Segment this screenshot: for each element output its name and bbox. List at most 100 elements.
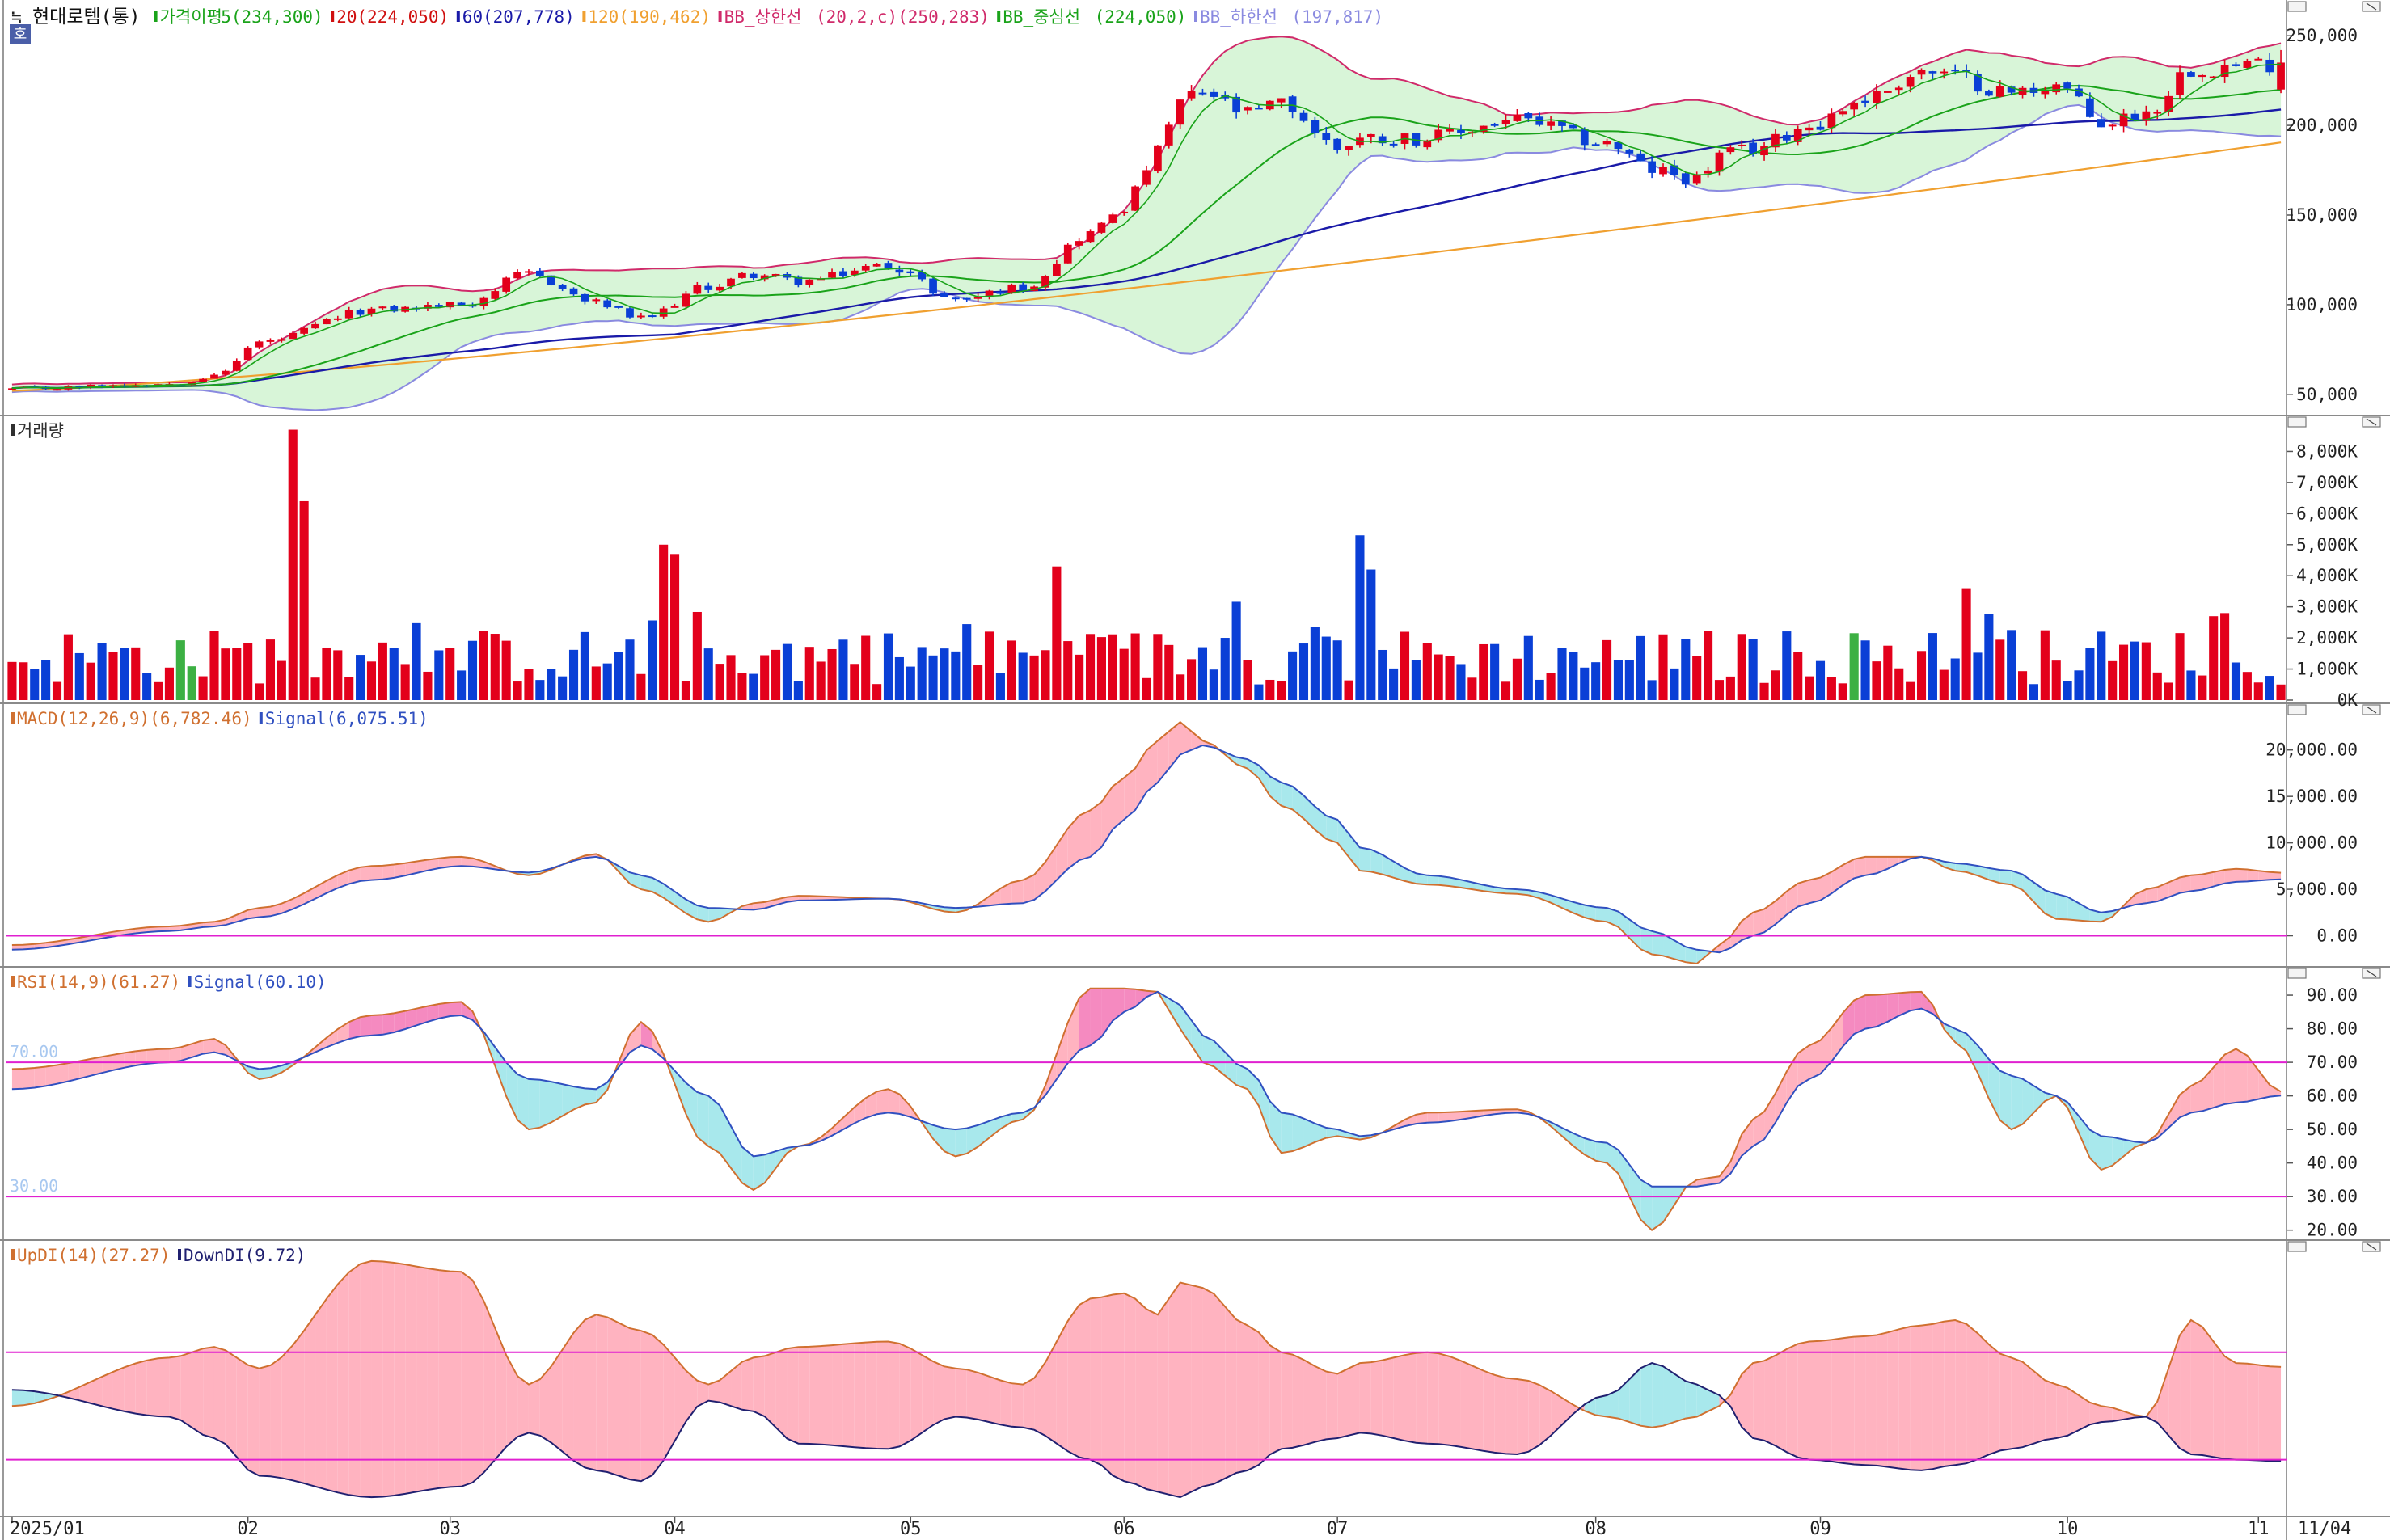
- candle[interactable]: [794, 275, 803, 288]
- candle[interactable]: [1827, 108, 1836, 133]
- volume-bar[interactable]: [861, 635, 871, 700]
- volume-bar[interactable]: [412, 622, 421, 700]
- volume-bar[interactable]: [1624, 660, 1634, 700]
- price-panel[interactable]: 250,000 200,000 150,000 100,000 50,000 ≒ 현대로템…: [8, 6, 2358, 411]
- candle[interactable]: [1131, 185, 1139, 212]
- volume-bar[interactable]: [467, 640, 478, 700]
- candle[interactable]: [738, 272, 746, 279]
- candle[interactable]: [1086, 229, 1095, 243]
- candle[interactable]: [996, 289, 1005, 296]
- candle[interactable]: [581, 293, 589, 305]
- candle[interactable]: [2097, 113, 2105, 128]
- volume-bar[interactable]: [52, 681, 62, 700]
- candle[interactable]: [491, 288, 500, 301]
- volume-bar[interactable]: [1771, 670, 1780, 700]
- volume-bar[interactable]: [2141, 642, 2151, 700]
- volume-bar[interactable]: [1164, 644, 1174, 700]
- candle[interactable]: [2153, 109, 2162, 120]
- candle[interactable]: [2220, 59, 2229, 83]
- candle[interactable]: [2052, 82, 2061, 95]
- volume-bar[interactable]: [703, 648, 713, 700]
- candle[interactable]: [210, 373, 218, 379]
- volume-bar[interactable]: [479, 631, 488, 700]
- candle[interactable]: [1244, 106, 1252, 115]
- volume-bar[interactable]: [1647, 680, 1657, 700]
- candle[interactable]: [1232, 93, 1240, 119]
- volume-bar[interactable]: [636, 673, 646, 700]
- candle[interactable]: [682, 290, 690, 310]
- candle[interactable]: [1602, 138, 1611, 147]
- volume-bar[interactable]: [1782, 631, 1792, 700]
- volume-bar[interactable]: [120, 648, 129, 700]
- candle[interactable]: [502, 276, 511, 294]
- volume-bar[interactable]: [648, 620, 657, 700]
- volume-bar[interactable]: [2017, 671, 2028, 700]
- candle[interactable]: [1558, 120, 1566, 132]
- volume-bar[interactable]: [1894, 668, 1904, 700]
- candle[interactable]: [255, 340, 264, 350]
- volume-bar[interactable]: [793, 681, 803, 700]
- candle[interactable]: [951, 297, 960, 302]
- volume-bar[interactable]: [153, 681, 163, 700]
- volume-bar[interactable]: [1052, 566, 1062, 700]
- volume-bar[interactable]: [299, 500, 309, 700]
- volume-bar[interactable]: [457, 670, 467, 700]
- volume-bar[interactable]: [1748, 639, 1758, 700]
- dmi-panel[interactable]: UpDI (14)(27.27) DownDI (9.72): [6, 1246, 2287, 1499]
- volume-bar[interactable]: [715, 664, 724, 700]
- volume-bar[interactable]: [1793, 652, 1803, 700]
- volume-bar[interactable]: [1714, 680, 1725, 700]
- volume-bar[interactable]: [63, 634, 73, 700]
- volume-bar[interactable]: [1725, 676, 1735, 700]
- volume-bar[interactable]: [1007, 640, 1016, 700]
- volume-bar[interactable]: [1400, 631, 1410, 700]
- volume-bar[interactable]: [951, 651, 961, 700]
- volume-bar[interactable]: [86, 662, 95, 700]
- volume-bar[interactable]: [1220, 638, 1230, 700]
- volume-bar[interactable]: [378, 642, 387, 700]
- candle[interactable]: [2254, 57, 2263, 61]
- candle[interactable]: [1053, 259, 1061, 276]
- volume-bar[interactable]: [1658, 634, 1668, 700]
- volume-bar[interactable]: [591, 666, 601, 700]
- volume-bar[interactable]: [917, 647, 927, 700]
- candle[interactable]: [749, 272, 758, 281]
- volume-bar[interactable]: [1096, 637, 1106, 700]
- volume-bar[interactable]: [322, 647, 331, 700]
- candle[interactable]: [1940, 68, 1949, 79]
- volume-bar[interactable]: [187, 666, 196, 700]
- volume-bar[interactable]: [659, 544, 669, 700]
- candle[interactable]: [1883, 91, 1892, 93]
- volume-bar[interactable]: [356, 655, 365, 700]
- candle[interactable]: [2041, 86, 2050, 99]
- candle[interactable]: [2063, 81, 2071, 93]
- volume-bar[interactable]: [782, 643, 792, 700]
- candle[interactable]: [2187, 70, 2195, 78]
- volume-bar[interactable]: [1512, 658, 1522, 700]
- candle[interactable]: [1850, 101, 1859, 116]
- candle[interactable]: [2198, 73, 2206, 82]
- candle[interactable]: [1861, 95, 1869, 108]
- candle[interactable]: [1210, 88, 1218, 100]
- candle[interactable]: [2232, 62, 2240, 67]
- volume-bar[interactable]: [1467, 677, 1477, 700]
- volume-bar[interactable]: [1860, 640, 1870, 700]
- volume-bar[interactable]: [547, 669, 556, 700]
- volume-bar[interactable]: [434, 650, 444, 700]
- volume-bar[interactable]: [288, 429, 298, 700]
- volume-bar[interactable]: [1411, 660, 1421, 700]
- volume-bar[interactable]: [1961, 588, 1971, 700]
- candle[interactable]: [1580, 127, 1589, 151]
- candle[interactable]: [378, 306, 387, 310]
- candle[interactable]: [2164, 91, 2173, 117]
- candle[interactable]: [1648, 155, 1656, 179]
- candle[interactable]: [985, 289, 994, 300]
- volume-bar[interactable]: [1231, 601, 1241, 700]
- candle[interactable]: [525, 269, 533, 276]
- candle[interactable]: [1670, 159, 1678, 180]
- candle[interactable]: [693, 281, 702, 295]
- candle[interactable]: [1490, 122, 1499, 128]
- volume-bar[interactable]: [1434, 654, 1443, 700]
- candle[interactable]: [1636, 149, 1645, 162]
- candle[interactable]: [1108, 212, 1117, 224]
